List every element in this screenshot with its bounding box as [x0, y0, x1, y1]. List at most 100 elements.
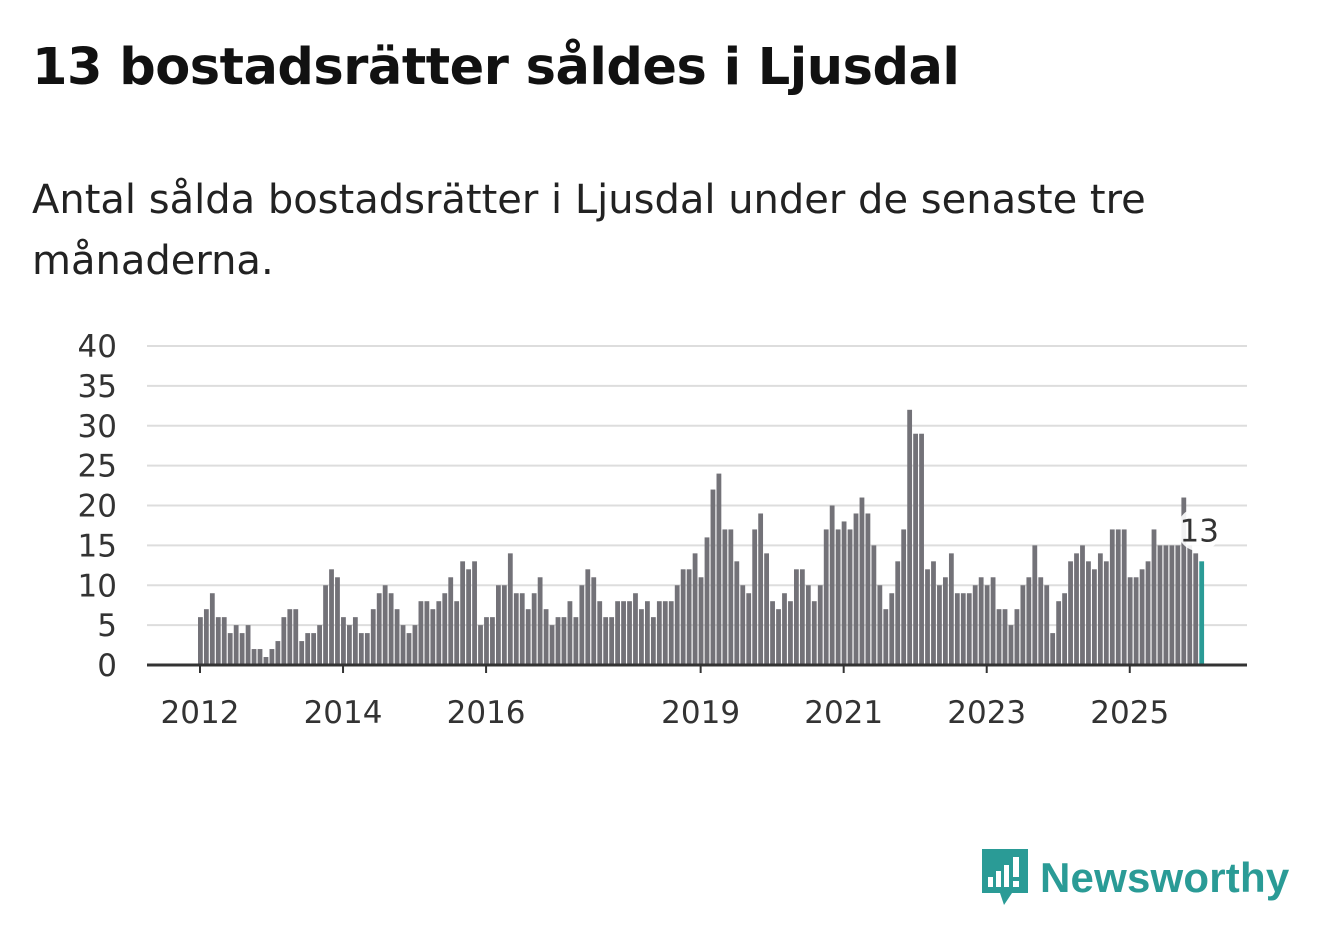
bar: [871, 545, 877, 665]
highlight-bar: [1199, 561, 1205, 665]
bar: [358, 633, 364, 665]
bar: [1127, 577, 1133, 665]
bar: [388, 593, 394, 665]
bar: [615, 601, 620, 665]
bar: [686, 569, 692, 665]
bar: [1193, 553, 1199, 665]
x-tick-label: 2012: [161, 695, 240, 731]
bar: [609, 617, 615, 665]
y-tick-label: 10: [78, 568, 117, 604]
bar: [519, 593, 525, 665]
bar: [507, 553, 513, 665]
bar: [645, 601, 650, 665]
bar: [668, 601, 674, 665]
bar: [412, 625, 418, 665]
bar: [490, 617, 495, 665]
bar: [501, 585, 507, 665]
bar: [943, 577, 948, 665]
y-tick-label: 20: [78, 489, 117, 525]
bar: [1181, 497, 1187, 665]
bar: [1008, 625, 1014, 665]
bar: [430, 609, 436, 665]
chart-title: 13 bostadsrätter såldes i Ljusdal: [32, 38, 960, 97]
bar: [329, 569, 334, 665]
bar: [889, 593, 895, 665]
bar: [549, 625, 555, 665]
brand-name: Newsworthy: [1040, 854, 1290, 901]
bar: [579, 585, 585, 665]
x-tick-label: 2023: [947, 695, 1026, 731]
bar: [215, 617, 221, 665]
bar: [597, 601, 603, 665]
bar: [639, 609, 644, 665]
bar: [960, 593, 966, 665]
bar: [805, 585, 811, 665]
bar: [227, 633, 233, 665]
bar: [794, 569, 799, 665]
bar: [460, 561, 466, 665]
bar: [811, 601, 817, 665]
bar: [966, 593, 972, 665]
bar: [376, 593, 382, 665]
bar: [931, 561, 936, 665]
bar: [788, 601, 793, 665]
bar: [1139, 569, 1145, 665]
bar: [400, 625, 406, 665]
bar: [305, 633, 311, 665]
bar: [382, 585, 388, 665]
bar: [1175, 545, 1181, 665]
label-halo: [1177, 507, 1222, 552]
bar-series: [198, 409, 1205, 665]
bar: [245, 625, 251, 665]
bar: [1020, 585, 1026, 665]
bar: [1133, 577, 1139, 665]
bar: [907, 409, 913, 665]
bar: [621, 601, 626, 665]
bar: [972, 585, 978, 665]
bar: [674, 585, 680, 665]
bar: [1103, 561, 1109, 665]
bar: [209, 593, 215, 665]
bar: [454, 601, 460, 665]
bar: [1097, 553, 1103, 665]
y-tick-label: 5: [97, 608, 117, 644]
bar: [662, 601, 668, 665]
bar: [1068, 561, 1073, 665]
bar: [799, 569, 805, 665]
bar: [341, 617, 346, 665]
bar: [728, 529, 734, 665]
bar: [263, 657, 269, 665]
bar: [591, 577, 597, 665]
bar: [311, 633, 317, 665]
bar: [436, 601, 442, 665]
x-tick-label: 2019: [661, 695, 740, 731]
bar: [704, 537, 710, 665]
bar: [513, 593, 519, 665]
bar: [323, 585, 328, 665]
highlight-value-label: 13: [1180, 513, 1219, 549]
bar: [233, 625, 239, 665]
bar: [293, 609, 299, 665]
bar: [656, 601, 662, 665]
bar: [370, 609, 376, 665]
bar: [561, 617, 567, 665]
bar: [1014, 609, 1020, 665]
bar: [603, 617, 609, 665]
bar: [990, 577, 996, 665]
y-tick-label: 40: [78, 329, 117, 365]
bar: [1056, 601, 1062, 665]
bar: [841, 521, 847, 665]
chart-subtitle: Antal sålda bostadsrätter i Ljusdal unde…: [32, 177, 1146, 284]
bar: [746, 593, 752, 665]
bar: [406, 633, 412, 665]
bar: [1026, 577, 1032, 665]
bar: [537, 577, 543, 665]
bar: [418, 601, 424, 665]
bar: [996, 609, 1002, 665]
bar: [680, 569, 686, 665]
bar: [257, 649, 263, 665]
bar: [710, 489, 716, 665]
bar: [317, 625, 322, 665]
